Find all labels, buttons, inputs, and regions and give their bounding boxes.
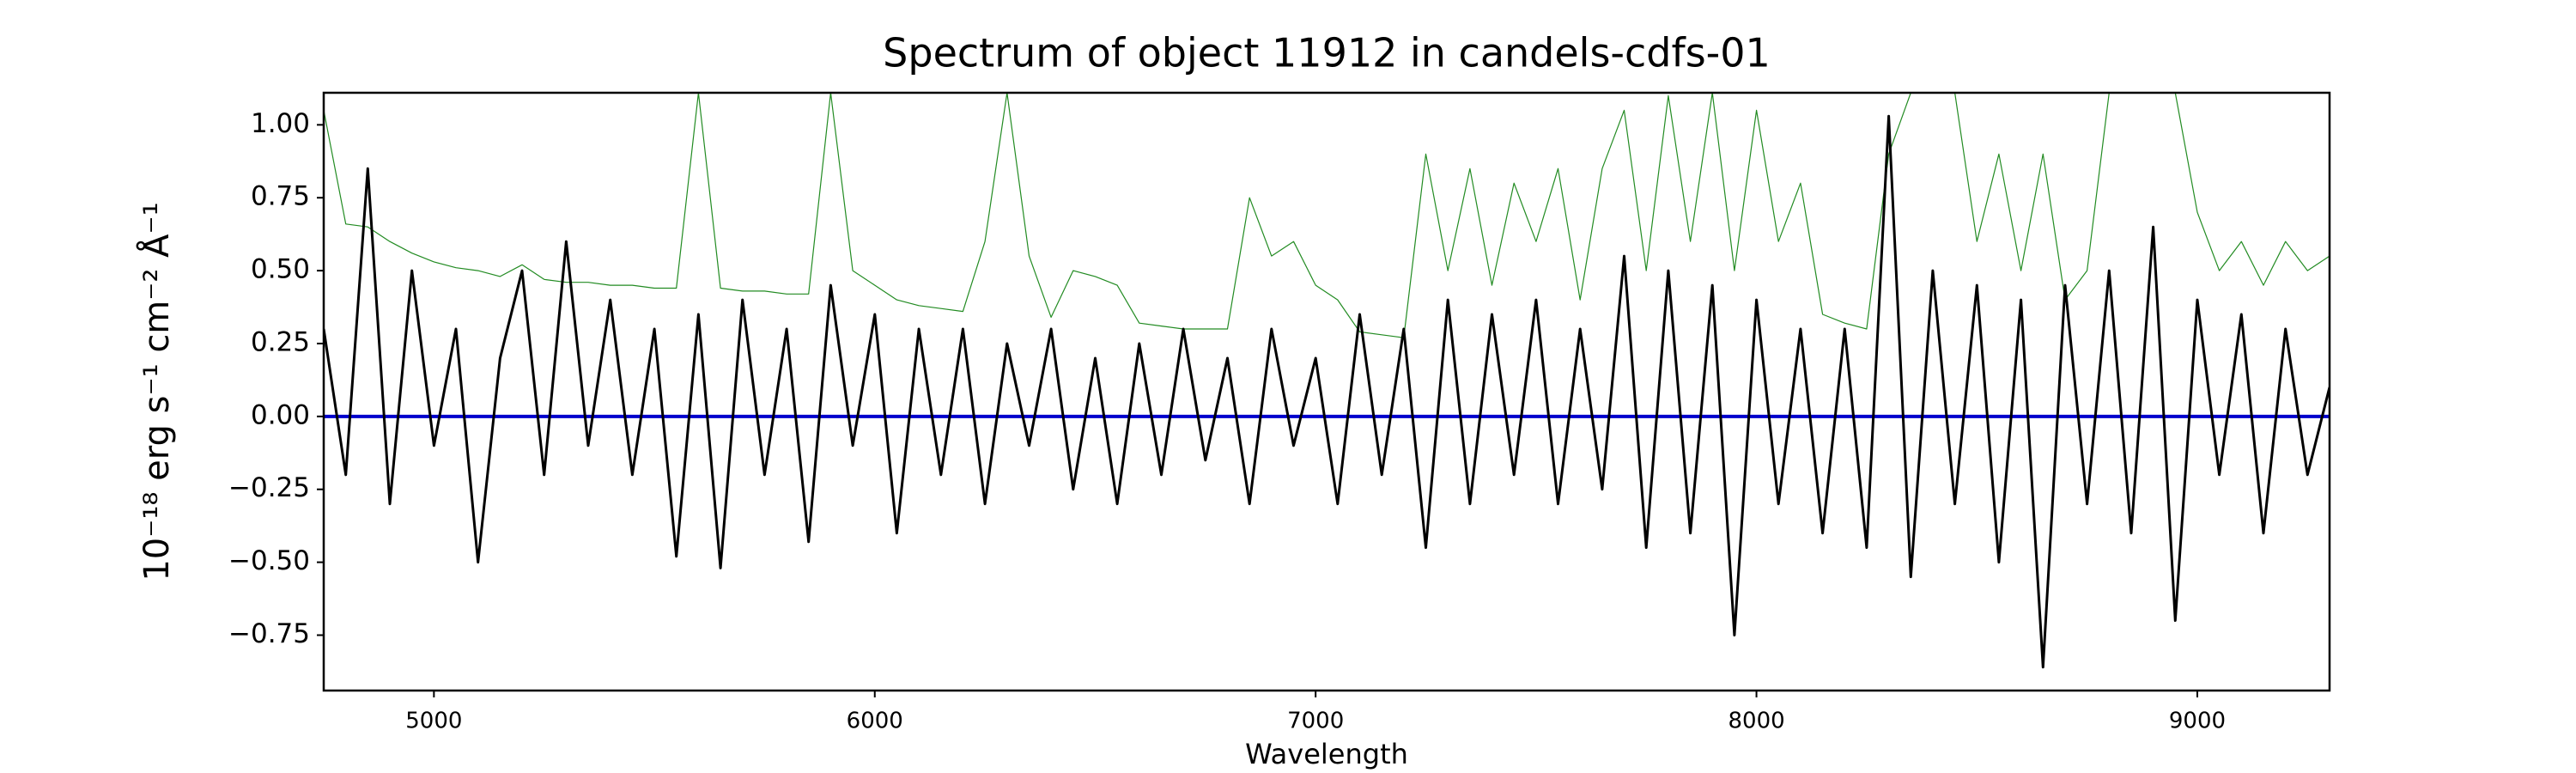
y-tick-label: 0.75: [251, 181, 310, 212]
chart-title: Spectrum of object 11912 in candels-cdfs…: [883, 30, 1771, 76]
x-tick-label: 6000: [847, 709, 903, 734]
x-tick-label: 8000: [1728, 709, 1784, 734]
y-tick-label: 0.50: [251, 254, 310, 285]
y-tick-label: 1.00: [251, 108, 310, 139]
spectrum-line: [324, 114, 2330, 669]
x-axis-label: Wavelength: [1245, 738, 1408, 770]
x-tick-label: 7000: [1287, 709, 1344, 734]
y-tick-label: −0.75: [228, 618, 310, 649]
y-axis-label: 10⁻¹⁸ erg s⁻¹ cm⁻² Å⁻¹: [136, 202, 177, 581]
spectrum-line: [324, 93, 2330, 338]
plot-area: [324, 93, 2330, 669]
x-tick-label: 5000: [405, 709, 462, 734]
y-tick-label: −0.50: [228, 545, 310, 576]
y-tick-label: 0.00: [251, 399, 310, 430]
x-tick-label: 9000: [2169, 709, 2226, 734]
y-tick-label: −0.25: [228, 472, 310, 503]
y-tick-label: 0.25: [251, 326, 310, 357]
axes-frame: [322, 91, 2331, 692]
